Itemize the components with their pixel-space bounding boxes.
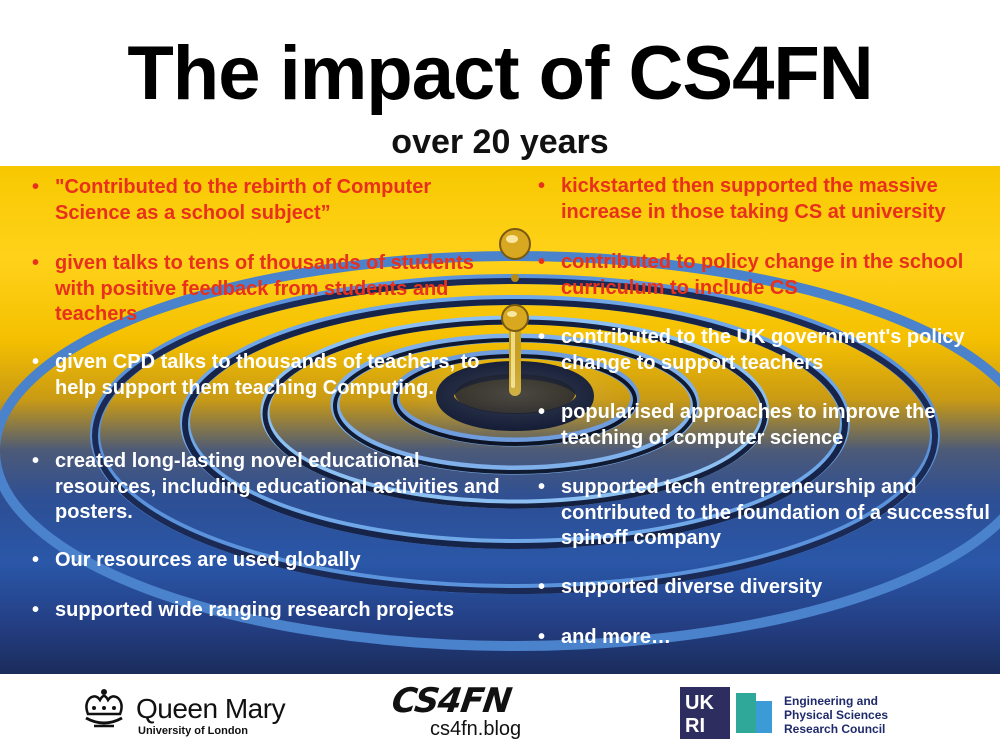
slide-subtitle: over 20 years xyxy=(391,123,609,161)
right-impact-list: kickstarted then supported the massive i… xyxy=(536,174,998,651)
ukri-logo-text-top: UK xyxy=(685,692,714,714)
left-impact-list: "Contributed to the rebirth of Computer … xyxy=(30,175,500,624)
slide-title: The impact of CS4FN xyxy=(127,31,873,116)
list-item: supported wide ranging research projects xyxy=(30,598,500,624)
epsrc-line: Physical Sciences xyxy=(784,708,889,722)
list-item: contributed to the UK government's polic… xyxy=(536,325,998,400)
list-item: contributed to policy change in the scho… xyxy=(536,250,998,325)
list-item: given talks to tens of thousands of stud… xyxy=(30,251,500,350)
ukri-logo-text-bottom: RI xyxy=(685,715,705,737)
list-item: and more… xyxy=(536,625,998,651)
list-item: kickstarted then supported the massive i… xyxy=(536,174,998,250)
queen-mary-crest-icon xyxy=(85,689,123,728)
list-item: created long-lasting novel educational r… xyxy=(30,449,500,548)
university-of-london-text: University of London xyxy=(138,725,248,737)
cs4fn-url: cs4fn.blog xyxy=(430,718,522,740)
list-item: popularised approaches to improve the te… xyxy=(536,400,998,475)
list-item: supported diverse diversity xyxy=(536,575,998,625)
list-item: supported tech entrepreneurship and cont… xyxy=(536,475,998,575)
list-item: Our resources are used globally xyxy=(30,548,500,598)
queen-mary-logo-text: Queen Mary xyxy=(136,693,286,724)
epsrc-line: Research Council xyxy=(784,722,886,736)
list-item: "Contributed to the rebirth of Computer … xyxy=(30,175,500,251)
epsrc-logo-text: Engineering and Physical Sciences Resear… xyxy=(784,694,888,736)
sponsor-logo-bar xyxy=(56,674,928,749)
list-item: given CPD talks to thousands of teachers… xyxy=(30,350,500,449)
epsrc-line: Engineering and xyxy=(784,694,879,708)
cs4fn-logo: CS4FN xyxy=(389,681,514,721)
ukri-logo: UK RI xyxy=(680,687,772,739)
